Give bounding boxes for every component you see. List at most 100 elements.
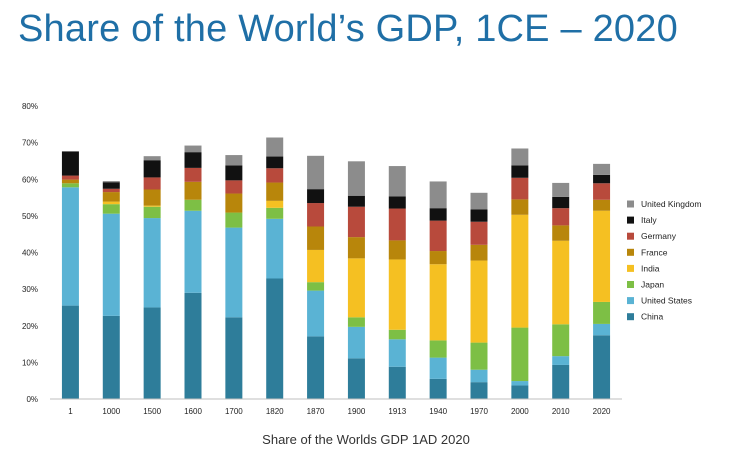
bar-segment-japan bbox=[184, 199, 202, 211]
y-tick-label: 50% bbox=[22, 212, 38, 221]
bar-segment-japan bbox=[470, 342, 488, 370]
legend-swatch-india bbox=[627, 264, 634, 272]
legend-label-united-kingdom: United Kingdom bbox=[641, 199, 701, 209]
bar-segment-united-states bbox=[470, 369, 488, 383]
bar-segment-italy bbox=[307, 189, 325, 204]
bar-segment-italy bbox=[388, 196, 406, 209]
bar-segment-india bbox=[511, 214, 529, 328]
x-tick-label: 1970 bbox=[470, 407, 488, 416]
bar-segment-france bbox=[184, 181, 202, 200]
bar-stack-2000 bbox=[511, 148, 529, 399]
bar-segment-germany bbox=[61, 175, 79, 180]
bar-segment-japan bbox=[102, 204, 120, 214]
bar-segment-japan bbox=[61, 183, 79, 188]
bar-segment-italy bbox=[593, 174, 611, 184]
x-tick-label: 1 bbox=[68, 407, 73, 416]
x-tick-label: 2000 bbox=[511, 407, 529, 416]
bar-segment-india bbox=[347, 258, 365, 318]
bar-segment-france bbox=[470, 244, 488, 261]
bar-segment-china bbox=[511, 385, 529, 399]
bar-segment-italy bbox=[143, 160, 161, 178]
y-tick-label: 80% bbox=[22, 102, 38, 111]
bar-segment-germany bbox=[225, 180, 243, 194]
bar-segment-united-kingdom bbox=[143, 156, 161, 161]
bar-segment-japan bbox=[266, 207, 284, 219]
bar-segment-china bbox=[143, 307, 161, 399]
bar-segment-united-kingdom bbox=[225, 155, 243, 166]
legend: United Kingdom Italy Germany France India Jap… bbox=[627, 199, 701, 322]
legend-swatch-italy bbox=[627, 216, 634, 224]
y-axis: 0% 10% 20% 30% 40% 50% 60% 70% 80% bbox=[22, 102, 38, 404]
bar-segment-china bbox=[593, 335, 611, 399]
bar-stack-1 bbox=[61, 151, 79, 399]
x-tick-label: 1913 bbox=[388, 407, 406, 416]
bar-segment-italy bbox=[470, 209, 488, 222]
legend-label-china: China bbox=[641, 312, 663, 322]
x-tick-label: 1820 bbox=[266, 407, 284, 416]
bar-segment-germany bbox=[511, 177, 529, 200]
legend-label-india: India bbox=[641, 263, 660, 273]
bar-segment-italy bbox=[61, 151, 79, 176]
y-tick-label: 30% bbox=[22, 285, 38, 294]
bar-segment-india bbox=[552, 240, 570, 325]
bar-segment-united-states bbox=[307, 290, 325, 337]
bars bbox=[61, 137, 611, 399]
bar-segment-united-states bbox=[347, 326, 365, 359]
x-axis: 1 1000 1500 1600 1700 1820 1870 1900 1913 1940 197… bbox=[50, 398, 622, 416]
bar-segment-italy bbox=[184, 152, 202, 168]
bar-stack-1940 bbox=[429, 181, 447, 399]
bar-segment-china bbox=[429, 378, 447, 399]
bar-segment-germany bbox=[470, 221, 488, 245]
bar-segment-italy bbox=[552, 196, 570, 209]
bar-segment-united-kingdom bbox=[470, 192, 488, 210]
y-tick-label: 20% bbox=[22, 322, 38, 331]
y-tick-label: 60% bbox=[22, 175, 38, 184]
bar-segment-france bbox=[511, 199, 529, 215]
bar-segment-japan bbox=[225, 212, 243, 228]
bar-segment-italy bbox=[429, 208, 447, 221]
bar-segment-japan bbox=[552, 324, 570, 357]
bar-segment-france bbox=[307, 226, 325, 250]
bar-segment-united-states bbox=[225, 227, 243, 318]
bar-segment-italy bbox=[225, 165, 243, 181]
bar-stack-1870 bbox=[307, 155, 325, 399]
bar-segment-france bbox=[388, 240, 406, 260]
y-tick-label: 40% bbox=[22, 249, 38, 258]
bar-segment-japan bbox=[429, 340, 447, 358]
bar-segment-china bbox=[225, 317, 243, 399]
bar-stack-1913 bbox=[388, 166, 406, 399]
bar-segment-italy bbox=[511, 165, 529, 178]
bar-segment-united-states bbox=[184, 210, 202, 293]
bar-segment-germany bbox=[266, 168, 284, 183]
x-tick-label: 1900 bbox=[348, 407, 366, 416]
bar-segment-germany bbox=[429, 220, 447, 252]
bar-segment-united-kingdom bbox=[102, 181, 120, 183]
bar-segment-china bbox=[388, 366, 406, 399]
bar-segment-united-kingdom bbox=[184, 145, 202, 153]
slide-title: Share of the World’s GDP, 1CE – 2020 bbox=[18, 8, 678, 50]
y-tick-label: 70% bbox=[22, 139, 38, 148]
bar-segment-italy bbox=[102, 182, 120, 189]
legend-swatch-germany bbox=[627, 232, 634, 240]
bar-segment-germany bbox=[593, 183, 611, 200]
bar-segment-india bbox=[102, 201, 120, 205]
bar-segment-china bbox=[307, 336, 325, 399]
bar-stack-1700 bbox=[225, 155, 243, 399]
bar-segment-united-states bbox=[552, 356, 570, 365]
bar-stack-1900 bbox=[347, 161, 365, 399]
bar-stack-1970 bbox=[470, 192, 488, 399]
x-tick-label: 2010 bbox=[552, 407, 570, 416]
bar-segment-united-kingdom bbox=[307, 155, 325, 190]
bar-segment-china bbox=[266, 278, 284, 399]
bar-segment-united-states bbox=[61, 187, 79, 306]
bar-segment-japan bbox=[143, 206, 161, 219]
x-tick-label: 1700 bbox=[225, 407, 243, 416]
bar-segment-france bbox=[225, 193, 243, 213]
bar-segment-germany bbox=[143, 177, 161, 190]
bar-segment-united-kingdom bbox=[511, 148, 529, 166]
x-tick-label: 1940 bbox=[429, 407, 447, 416]
bar-segment-united-states bbox=[102, 213, 120, 316]
bar-stack-1820 bbox=[266, 137, 284, 399]
bar-stack-2010 bbox=[552, 182, 570, 399]
legend-swatch-china bbox=[627, 313, 634, 321]
